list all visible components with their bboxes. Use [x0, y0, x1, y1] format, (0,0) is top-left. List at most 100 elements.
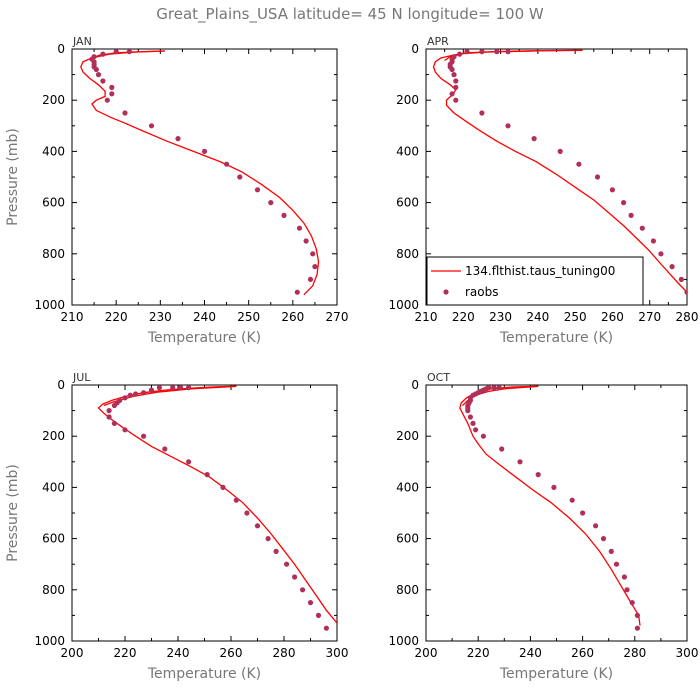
series-group [432, 49, 687, 295]
raobs-point [307, 600, 314, 606]
raobs-point [451, 54, 457, 60]
panel-oct: 200 220 240 260 280 300 0 200 400 600 800 1000 OCT Te… [388, 371, 698, 682]
y-tick-label: 800 [396, 583, 419, 597]
x-tick-label: 230 [149, 310, 172, 324]
figure-title: Great_Plains_USA latitude= 45 N longitud… [156, 5, 544, 24]
raobs-point [449, 91, 455, 97]
raobs-point [453, 97, 459, 103]
raobs-point [457, 51, 463, 57]
raobs-point [479, 110, 485, 116]
raobs-point [126, 49, 132, 55]
raobs-point [621, 200, 627, 206]
x-axis-label: Temperature (K) [147, 666, 261, 682]
raobs-point [106, 414, 112, 420]
raobs-point [237, 174, 243, 180]
raobs-point [323, 625, 329, 631]
x-tick-label: 200 [61, 646, 84, 660]
raobs-point [148, 123, 155, 129]
x-tick-label: 240 [526, 310, 549, 324]
series-group [80, 49, 320, 296]
x-tick-label: 300 [676, 646, 699, 660]
raobs-point [127, 392, 133, 398]
raobs-point [111, 420, 117, 426]
y-tick-label: 200 [42, 429, 65, 443]
raobs-point [141, 433, 147, 439]
y-tick-label: 200 [396, 93, 419, 107]
raobs-point [233, 497, 239, 503]
raobs-point [315, 612, 322, 619]
legend-box [426, 256, 644, 306]
raobs-point [122, 427, 128, 433]
raobs-point [634, 625, 641, 631]
raobs-point [576, 161, 582, 167]
raobs-point [156, 385, 162, 391]
y-axis-label: Pressure (mb) [5, 464, 21, 562]
x-axis-label: Temperature (K) [147, 330, 261, 346]
raobs-point [294, 289, 300, 295]
raobs-point [551, 484, 557, 490]
panel-label: JUL [72, 371, 91, 384]
x-tick-label: 260 [601, 310, 624, 324]
raobs-point [531, 136, 537, 142]
raobs-point [100, 51, 106, 57]
x-tick-label: 210 [61, 310, 84, 324]
raobs-point [608, 548, 614, 555]
raobs-point [186, 459, 192, 465]
raobs-point [254, 187, 261, 193]
raobs-point [201, 148, 208, 154]
plot-frame [425, 384, 688, 642]
raobs-point [494, 49, 500, 55]
x-tick-label: 270 [326, 310, 349, 324]
y-tick-label: 1000 [388, 634, 419, 648]
legend-point-swatch [443, 289, 449, 295]
raobs-point [480, 433, 486, 439]
series-line [97, 385, 337, 624]
x-tick-label: 280 [273, 646, 296, 660]
raobs-point [268, 200, 274, 206]
x-tick-label: 250 [564, 310, 587, 324]
y-tick-label: 1000 [34, 634, 65, 648]
y-tick-label: 600 [42, 196, 65, 210]
y-tick-label: 0 [411, 378, 419, 392]
x-tick-label: 240 [167, 646, 190, 660]
raobs-point [491, 385, 497, 391]
panel-label: OCT [427, 371, 450, 384]
raobs-point [467, 414, 473, 420]
raobs-point [91, 54, 97, 60]
y-tick-label: 200 [396, 429, 419, 443]
x-tick-label: 240 [193, 310, 216, 324]
y-tick-label: 0 [411, 42, 419, 56]
x-tick-label: 220 [114, 646, 137, 660]
raobs-point [220, 484, 226, 490]
x-tick-label: 230 [489, 310, 512, 324]
x-tick-label: 260 [571, 646, 594, 660]
raobs-point [104, 97, 110, 103]
raobs-point [303, 238, 309, 244]
x-tick-label: 300 [326, 646, 349, 660]
raobs-point [170, 385, 176, 391]
series-group [97, 385, 337, 631]
raobs-point [186, 385, 192, 391]
x-tick-label: 210 [415, 310, 438, 324]
raobs-point [453, 78, 459, 84]
raobs-point [224, 161, 230, 167]
raobs-point [658, 251, 664, 257]
raobs-point [265, 536, 271, 542]
raobs-point [453, 84, 459, 90]
x-tick-label: 260 [220, 646, 243, 660]
raobs-point [505, 49, 511, 55]
raobs-point [505, 123, 511, 129]
raobs-point [593, 523, 599, 529]
y-axis-label: Pressure (mb) [5, 128, 21, 226]
x-tick-label: 220 [452, 310, 475, 324]
y-tick-label: 400 [42, 480, 65, 494]
raobs-point [113, 49, 119, 55]
raobs-point [148, 387, 155, 393]
raobs-point [254, 523, 261, 529]
raobs-point [669, 264, 675, 270]
raobs-point [624, 587, 630, 593]
raobs-point [650, 238, 657, 244]
y-tick-label: 600 [396, 196, 419, 210]
x-tick-label: 250 [237, 310, 260, 324]
